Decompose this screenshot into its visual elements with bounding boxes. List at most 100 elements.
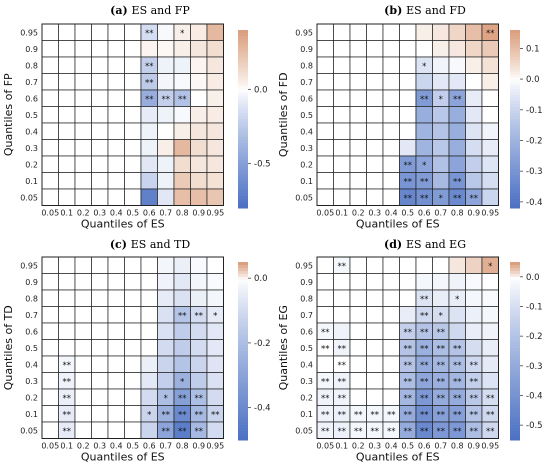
significance-mark: ** — [486, 29, 495, 39]
colorbar-segment — [238, 395, 248, 399]
heatmap-cell — [157, 273, 175, 291]
colorbar-segment — [510, 145, 520, 150]
colorbar-segment — [510, 89, 520, 93]
heatmap-cell — [58, 155, 76, 173]
heatmap-cell — [124, 89, 142, 107]
colorbar-segment — [510, 30, 520, 34]
y-tick-label: 0.3 — [25, 144, 38, 153]
heatmap-cell — [481, 56, 499, 74]
heatmap-cell — [333, 322, 351, 340]
colorbar-segment — [238, 262, 248, 266]
colorbar-segment — [238, 35, 248, 40]
significance-mark: ** — [321, 344, 330, 354]
heatmap-cell — [382, 388, 400, 406]
heatmap-cell — [349, 322, 367, 340]
significance-mark: ** — [338, 344, 347, 354]
panel-label: (a) — [110, 4, 131, 17]
colorbar-segment — [238, 80, 248, 84]
colorbar-segment — [238, 374, 248, 379]
heatmap-cell — [58, 106, 76, 124]
heatmap-cell — [140, 355, 158, 373]
significance-mark: ** — [338, 377, 347, 387]
y-axis-label: Quantiles of FD — [277, 72, 290, 157]
heatmap-cell — [432, 73, 450, 91]
colorbar-segment — [238, 74, 248, 78]
heatmap-cell — [399, 73, 417, 91]
colorbar-segment — [238, 377, 248, 382]
colorbar-segment — [510, 68, 520, 73]
significance-mark: ** — [420, 427, 429, 437]
x-tick-label: 0.1 — [335, 442, 348, 451]
heatmap-cell — [316, 40, 334, 58]
colorbar-segment — [238, 312, 248, 316]
heatmap-cell — [481, 89, 499, 107]
heatmap-cell — [58, 73, 76, 91]
colorbar-segment — [238, 351, 248, 355]
heatmap-cell — [481, 339, 499, 357]
heatmap-cell — [157, 56, 175, 74]
heatmap-cell — [173, 355, 191, 373]
colorbar-segment — [510, 276, 520, 281]
significance-mark: ** — [178, 394, 187, 404]
y-tick-label: 0.2 — [300, 160, 313, 169]
heatmap-cell — [190, 139, 208, 157]
significance-mark: * — [439, 95, 443, 105]
heatmap-cell — [316, 23, 334, 41]
colorbar-segment — [238, 86, 248, 90]
colorbar-segment — [238, 437, 248, 441]
colorbar-tick-label: -0.4 — [526, 198, 543, 208]
heatmap-cell — [366, 188, 384, 206]
y-tick-label: 0.6 — [300, 327, 313, 336]
x-tick-label: 0.3 — [368, 209, 381, 218]
significance-mark: ** — [145, 78, 154, 88]
y-tick-label: 0.9 — [300, 45, 313, 54]
y-tick-label: 0.5 — [300, 111, 313, 120]
colorbar-segment — [510, 199, 520, 203]
significance-mark: ** — [437, 344, 446, 354]
heatmap-cell — [415, 106, 433, 124]
heatmap-cell — [190, 56, 208, 74]
significance-mark: ** — [404, 377, 413, 387]
heatmap-cell — [91, 355, 109, 373]
heatmap-cell — [74, 273, 92, 291]
colorbar-segment — [510, 92, 520, 96]
significance-mark: ** — [404, 177, 413, 187]
colorbar-segment — [510, 351, 520, 355]
colorbar-segment — [510, 342, 520, 346]
colorbar-segment — [238, 32, 248, 37]
significance-mark: ** — [420, 328, 429, 338]
heatmap-cell — [41, 306, 59, 324]
colorbar-segment — [510, 362, 520, 367]
heatmap-cell — [366, 40, 384, 58]
heatmap-cell — [206, 122, 224, 140]
colorbar-segment — [510, 130, 520, 135]
colorbar-segment — [238, 267, 248, 272]
heatmap-cell — [124, 306, 142, 324]
colorbar-segment — [510, 83, 520, 87]
x-tick-label: 0.3 — [368, 442, 381, 451]
heatmap-cell — [58, 40, 76, 58]
significance-mark: ** — [437, 394, 446, 404]
significance-mark: ** — [453, 177, 462, 187]
heatmap-cell — [465, 139, 483, 157]
heatmap-cell — [41, 355, 59, 373]
x-tick-label: 0.7 — [159, 442, 172, 451]
colorbar-segment — [238, 383, 248, 388]
heatmap-cell — [465, 23, 483, 41]
x-tick-label: 0.9 — [192, 209, 205, 218]
significance-mark: ** — [453, 394, 462, 404]
significance-mark: ** — [470, 194, 479, 204]
colorbar-segment — [510, 142, 520, 147]
heatmap-cell — [107, 122, 125, 140]
colorbar-segment — [510, 288, 520, 293]
heatmap-cell — [173, 106, 191, 124]
x-axis-label: Quantiles of ES — [356, 451, 440, 464]
y-tick-label: 0.7 — [25, 78, 38, 87]
heatmap-cell — [173, 40, 191, 58]
y-tick-label: 0.05 — [295, 426, 313, 435]
heatmap-cell — [41, 89, 59, 107]
x-tick-label: 0.7 — [434, 442, 447, 451]
colorbar-segment — [510, 136, 520, 141]
heatmap-cell — [206, 155, 224, 173]
heatmap-cell — [190, 322, 208, 340]
